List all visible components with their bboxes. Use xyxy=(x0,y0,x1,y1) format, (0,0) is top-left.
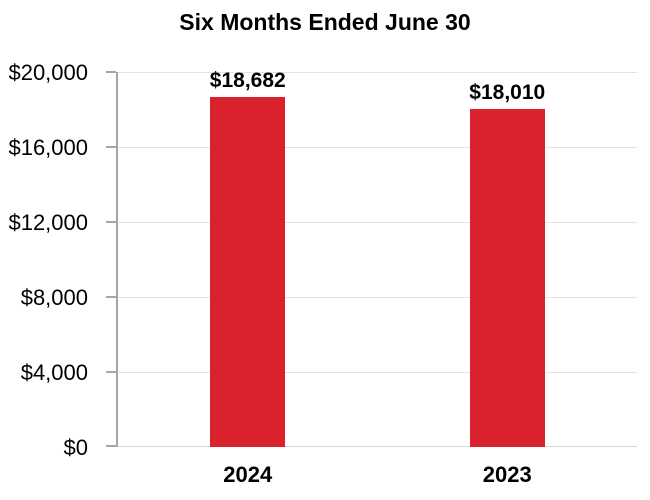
y-axis-tick xyxy=(106,71,116,73)
gridline xyxy=(118,372,637,373)
bar-2024 xyxy=(210,96,286,447)
y-axis-tick xyxy=(106,221,116,223)
bar-2023 xyxy=(469,109,545,447)
x-axis-label: 2023 xyxy=(482,462,532,487)
gridline xyxy=(118,297,637,298)
gridline xyxy=(118,72,637,73)
bar-value-label: $18,010 xyxy=(469,81,546,105)
y-axis-tick xyxy=(106,445,116,447)
y-axis-label: $4,000 xyxy=(20,359,88,385)
chart-title: Six Months Ended June 30 xyxy=(179,9,471,35)
y-axis-line xyxy=(116,72,118,447)
plot-area: $0 $4,000 $8,000 $12,000 $16,000 $20,000 $18,6… xyxy=(8,61,637,487)
bar-value-label: $18,682 xyxy=(209,68,286,92)
gridline xyxy=(118,222,637,223)
y-axis-label: $12,000 xyxy=(8,209,88,235)
y-axis-label: $16,000 xyxy=(8,134,88,160)
gridline xyxy=(118,147,637,148)
y-axis-label: $0 xyxy=(63,434,88,460)
y-axis-tick xyxy=(106,371,116,373)
gridline xyxy=(118,446,637,447)
x-axis-label: 2024 xyxy=(223,462,273,487)
y-axis-tick xyxy=(106,296,116,298)
y-axis-label: $20,000 xyxy=(8,59,88,85)
y-axis-tick xyxy=(106,146,116,148)
y-axis-label: $8,000 xyxy=(20,284,88,310)
